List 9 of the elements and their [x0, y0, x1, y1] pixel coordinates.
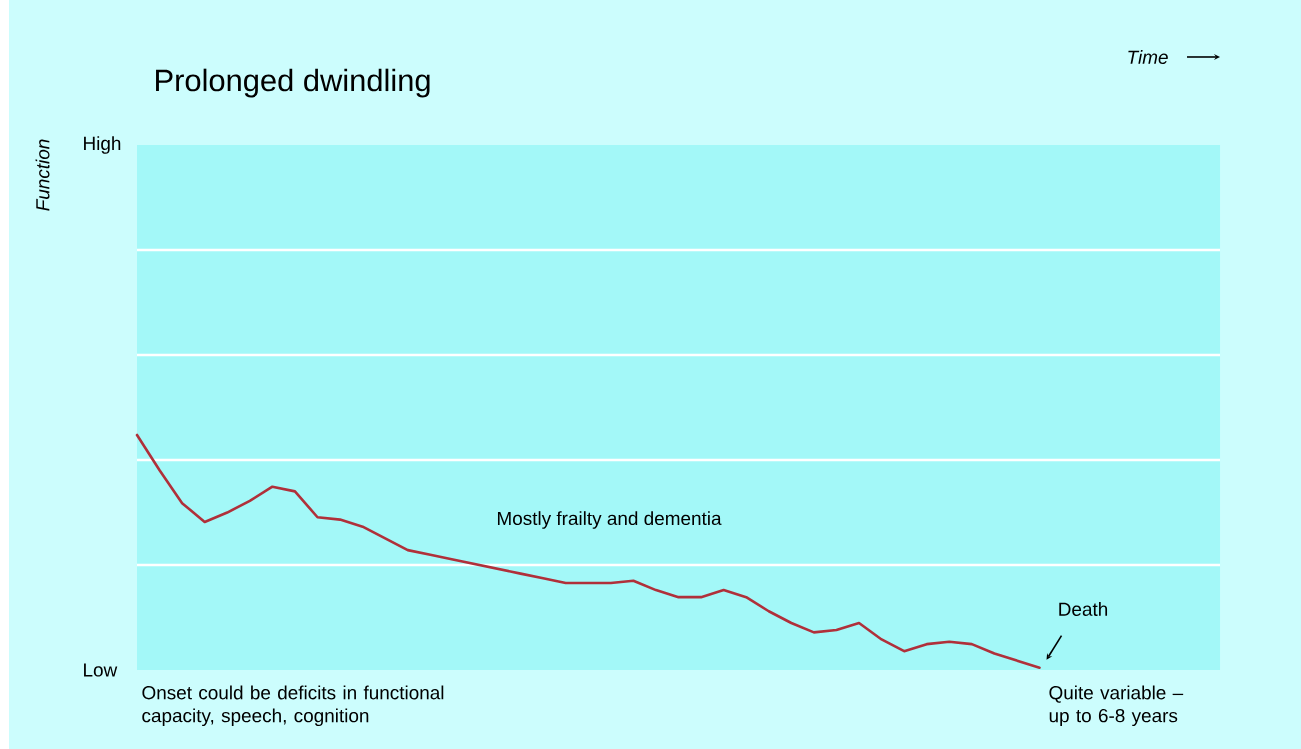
text: Onset could be deficits in functional capacity, speech, cognition	[142, 685, 444, 727]
text: Time	[1128, 50, 1168, 64]
text: Low	[84, 663, 118, 677]
text: High	[84, 136, 121, 154]
annotation: Mostly frailty and dementia	[497, 511, 722, 529]
annotation: Death	[1059, 602, 1108, 616]
chart-title: Prolonged dwindling	[156, 68, 430, 98]
text: Quite variable – up to 6-8 years	[1049, 685, 1184, 727]
text: Function	[35, 139, 50, 211]
